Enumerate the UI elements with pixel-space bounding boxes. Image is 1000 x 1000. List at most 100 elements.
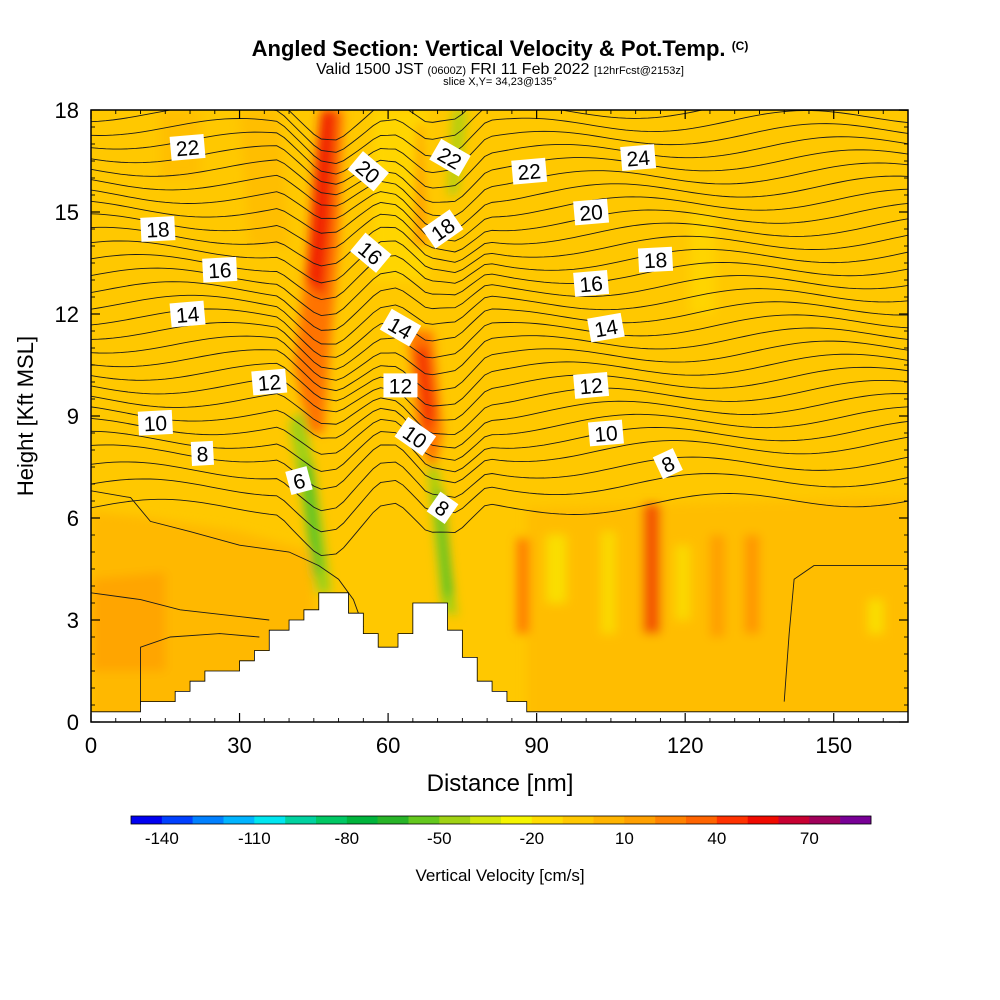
theta-contour xyxy=(140,633,260,705)
theta-label-text: 12 xyxy=(579,374,604,399)
colorbar-swatch xyxy=(285,816,317,824)
theta-contour xyxy=(783,565,908,702)
theta-contour xyxy=(91,327,908,381)
chart-title: Angled Section: Vertical Velocity & Pot.… xyxy=(0,36,1000,62)
theta-contour xyxy=(91,202,908,253)
y-axis-label: Height [Kft MSL] xyxy=(13,336,38,496)
x-tick-label: 120 xyxy=(667,733,704,758)
theta-label-text: 14 xyxy=(593,316,620,343)
theta-contour xyxy=(91,420,908,473)
velocity-region xyxy=(546,535,567,603)
theta-label-text: 18 xyxy=(146,218,171,242)
y-tick-label: 9 xyxy=(67,404,79,429)
velocity-region xyxy=(709,535,725,637)
theta-label: 10 xyxy=(137,409,173,436)
theta-label-text: 12 xyxy=(389,375,412,398)
colorbar-swatch xyxy=(408,816,440,824)
theta-label-box xyxy=(379,308,422,347)
terrain-mask xyxy=(91,592,908,722)
velocity-region xyxy=(516,538,530,634)
colorbar-tick-label: 70 xyxy=(800,829,819,848)
theta-label: 22 xyxy=(511,157,548,185)
velocity-region xyxy=(675,545,691,620)
terrain xyxy=(91,592,908,722)
theta-label-box xyxy=(140,216,176,242)
x-tick-label: 60 xyxy=(376,733,400,758)
y-tick-label: 18 xyxy=(55,98,79,123)
valid-utc: (0600Z) xyxy=(427,65,467,77)
theta-label-box xyxy=(169,133,206,161)
theta-contour xyxy=(91,490,364,627)
theta-label-box xyxy=(251,368,288,396)
theta-contour xyxy=(91,473,908,533)
x-tick-label: 90 xyxy=(524,733,548,758)
velocity-region xyxy=(301,463,322,580)
valid-time: Valid 1500 JST xyxy=(316,61,424,78)
theta-label-box xyxy=(637,246,674,273)
theta-contour xyxy=(91,234,908,284)
theta-label: 22 xyxy=(169,133,206,161)
colorbar-swatch xyxy=(131,816,163,824)
theta-label-text: 18 xyxy=(643,249,668,273)
colorbar: -140 -110 -80 -50 -20 10 40 70 xyxy=(130,815,872,848)
velocity-region xyxy=(306,110,337,297)
theta-contour xyxy=(91,366,908,421)
theta-label-box xyxy=(587,419,624,447)
y-tick-label: 12 xyxy=(55,302,79,327)
theta-label: 20 xyxy=(573,198,610,226)
colorbar-tick-label: -80 xyxy=(335,829,360,848)
theta-label-box xyxy=(421,209,464,249)
theta-label-box xyxy=(285,466,313,496)
theta-contour xyxy=(91,393,908,449)
theta-contour xyxy=(91,175,908,230)
x-axis-label: Distance [nm] xyxy=(427,770,574,797)
theta-contour xyxy=(91,340,908,392)
velocity-region xyxy=(415,348,436,440)
colorbar-swatch xyxy=(747,816,779,824)
colorbar-swatch xyxy=(686,816,718,824)
x-axis: 0 30 60 90 120 150 xyxy=(85,110,884,758)
velocity-region xyxy=(91,572,166,671)
theta-label-box xyxy=(511,157,548,185)
theta-contour xyxy=(91,149,908,203)
colorbar-swatch xyxy=(655,816,687,824)
theta-label-box xyxy=(169,300,206,328)
theta-label-box xyxy=(426,491,459,524)
colorbar-swatch xyxy=(192,816,224,824)
velocity-region xyxy=(601,531,616,634)
theta-contour xyxy=(91,456,908,512)
theta-label: 16 xyxy=(573,269,610,297)
theta-label-box xyxy=(137,409,173,436)
theta-label: 8 xyxy=(426,491,459,524)
velocity-region xyxy=(868,599,884,634)
colorbar-tick-label: 10 xyxy=(615,829,634,848)
theta-label-text: 14 xyxy=(175,303,201,328)
theta-contour xyxy=(91,275,908,331)
x-tick-label: 0 xyxy=(85,733,97,758)
colorbar-swatch xyxy=(562,816,594,824)
theta-label-box xyxy=(383,373,418,398)
theta-contour xyxy=(91,592,270,621)
theta-label-text: 16 xyxy=(208,259,233,283)
colorbar-swatch xyxy=(840,816,872,824)
title-text: Angled Section: Vertical Velocity & Pot.… xyxy=(251,36,726,61)
theta-label: 14 xyxy=(587,312,625,343)
theta-label: 12 xyxy=(573,371,610,399)
slice-info: slice X,Y= 34,23@135° xyxy=(443,76,557,88)
theta-label-box xyxy=(347,151,390,192)
theta-label-text: 24 xyxy=(626,147,652,172)
colorbar-swatch xyxy=(439,816,471,824)
colorbar-swatch xyxy=(346,816,378,824)
theta-label-text: 10 xyxy=(593,422,618,447)
y-tick-label: 6 xyxy=(67,506,79,531)
theta-label-box xyxy=(573,371,610,399)
colorbar-swatch xyxy=(809,816,841,824)
theta-label-box xyxy=(620,144,657,172)
colorbar-swatch xyxy=(778,816,810,824)
x-tick-label: 30 xyxy=(227,733,251,758)
theta-contour xyxy=(91,301,908,358)
colorbar-swatch xyxy=(624,816,656,824)
theta-contour xyxy=(91,162,908,217)
